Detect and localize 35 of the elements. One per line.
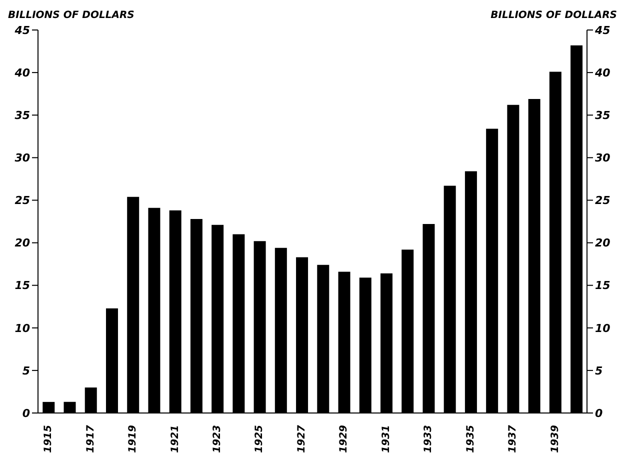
y-tick-label: 5 bbox=[22, 364, 30, 378]
x-tick-label: 1925 bbox=[254, 424, 266, 453]
y-tick-label: 35 bbox=[14, 109, 30, 122]
y2-axis-title: BILLIONS OF DOLLARS bbox=[490, 10, 617, 21]
x-tick-label: 1931 bbox=[380, 425, 392, 453]
y2-tick-label: 40 bbox=[594, 66, 611, 80]
x-tick-label: 1919 bbox=[128, 424, 139, 453]
y-tick-label: 45 bbox=[14, 24, 30, 37]
y2-tick-label: 10 bbox=[595, 322, 611, 335]
x-tick-label: 1923 bbox=[212, 424, 223, 453]
x-tick-label: 1933 bbox=[423, 424, 434, 453]
x-tick-label: 1921 bbox=[170, 425, 181, 453]
y2-tick-label: 25 bbox=[595, 194, 611, 208]
x-tick-label: 1917 bbox=[85, 424, 96, 453]
y2-tick-label: 0 bbox=[595, 406, 603, 420]
y2-tick-label: 30 bbox=[595, 152, 611, 165]
x-tick-label: 1939 bbox=[550, 424, 561, 453]
y-tick-label: 30 bbox=[14, 152, 30, 165]
y2-tick-label: 5 bbox=[595, 364, 603, 378]
x-tick-label: 1915 bbox=[43, 424, 54, 453]
y-tick-label: 15 bbox=[14, 279, 30, 292]
y-tick-label: 0 bbox=[22, 406, 30, 420]
y2-tick-label: 45 bbox=[594, 24, 611, 37]
y-tick-label: 20 bbox=[14, 236, 30, 250]
x-tick-label: 1929 bbox=[338, 424, 350, 453]
y2-tick-label: 35 bbox=[595, 109, 611, 122]
y2-tick-label: 15 bbox=[595, 279, 611, 292]
y-axis-title: BILLIONS OF DOLLARS bbox=[8, 10, 134, 21]
x-tick-label: 1927 bbox=[296, 424, 308, 453]
x-tick-label: 1937 bbox=[508, 424, 519, 453]
y-tick-label: 25 bbox=[14, 194, 30, 208]
x-tick-label: 1935 bbox=[465, 424, 476, 453]
y-tick-label: 40 bbox=[14, 66, 30, 80]
y-tick-label: 10 bbox=[14, 322, 30, 335]
y2-tick-label: 20 bbox=[595, 236, 611, 250]
